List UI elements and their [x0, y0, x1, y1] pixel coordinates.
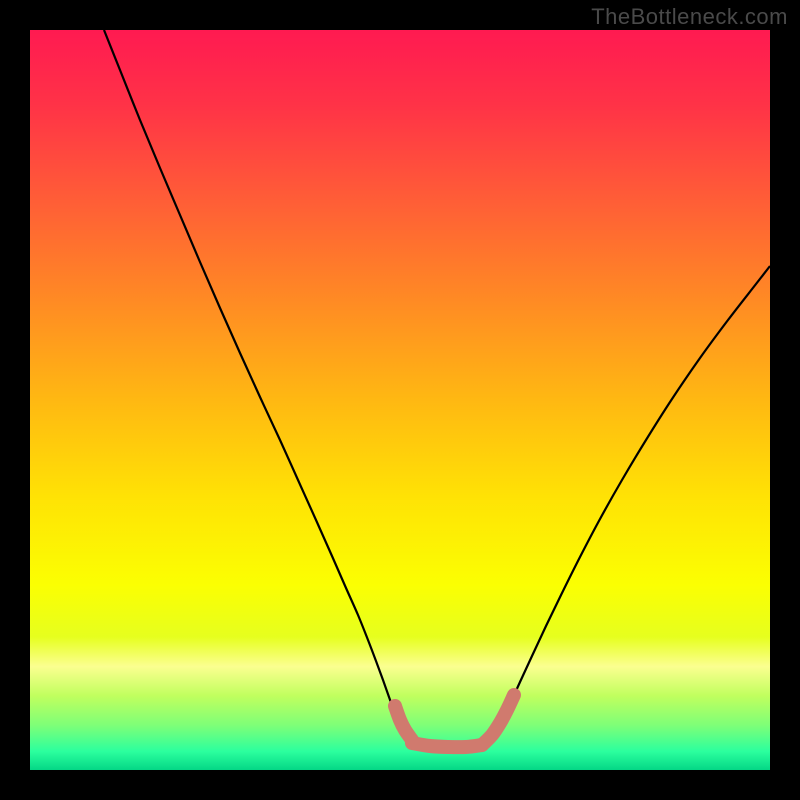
watermark-text: TheBottleneck.com	[591, 4, 788, 30]
chart-root: TheBottleneck.com	[0, 0, 800, 800]
chart-svg	[0, 0, 800, 800]
plot-background-gradient	[30, 30, 770, 770]
chart-svg-container	[0, 0, 800, 800]
curve-valley-floor	[412, 743, 482, 747]
